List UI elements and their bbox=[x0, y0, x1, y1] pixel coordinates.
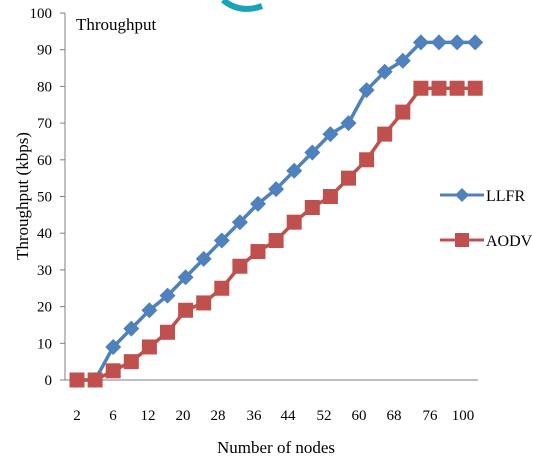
y-tick-label: 40 bbox=[37, 226, 52, 242]
y-axis-label: Throughput (kbps) bbox=[13, 132, 32, 260]
data-point-aodv bbox=[268, 233, 284, 249]
data-point-llfr bbox=[376, 63, 393, 80]
data-point-llfr bbox=[213, 232, 230, 249]
x-tick-label: 60 bbox=[352, 408, 367, 424]
data-point-aodv bbox=[123, 354, 139, 370]
data-point-aodv bbox=[341, 170, 356, 186]
x-tick-label: 12 bbox=[141, 408, 156, 424]
y-tick-label: 90 bbox=[37, 43, 52, 59]
data-point-llfr bbox=[286, 162, 303, 179]
chart-title: Throughput bbox=[76, 15, 157, 34]
x-tick-label: 20 bbox=[176, 408, 191, 424]
data-point-aodv bbox=[431, 80, 447, 96]
legend: LLFR AODV bbox=[440, 188, 533, 250]
x-tick-label: 68 bbox=[387, 408, 402, 424]
data-point-llfr bbox=[159, 287, 176, 304]
top-edge-decoration bbox=[221, 0, 264, 12]
data-point-llfr bbox=[304, 144, 321, 161]
data-point-aodv bbox=[160, 324, 175, 340]
x-tick-label: 6 bbox=[109, 408, 117, 424]
data-point-llfr bbox=[467, 34, 484, 51]
x-tick-label: 28 bbox=[211, 408, 226, 424]
x-tick-label: 44 bbox=[281, 408, 297, 424]
y-ticks: 0 10 20 30 40 50 60 70 80 90 100 bbox=[30, 6, 65, 389]
x-tick-label: 52 bbox=[317, 408, 332, 424]
x-axis-label: Number of nodes bbox=[217, 438, 335, 457]
data-point-llfr bbox=[250, 195, 266, 212]
data-point-aodv bbox=[377, 126, 393, 142]
data-point-aodv bbox=[322, 189, 338, 204]
data-point-aodv bbox=[141, 339, 157, 355]
data-point-llfr bbox=[177, 269, 194, 286]
x-tick-label: 36 bbox=[247, 408, 263, 424]
data-point-llfr bbox=[358, 82, 375, 99]
data-point-aodv bbox=[232, 258, 248, 274]
data-point-llfr bbox=[412, 34, 429, 51]
data-point-aodv bbox=[196, 295, 212, 311]
data-point-aodv bbox=[250, 244, 266, 260]
data-point-llfr bbox=[195, 250, 212, 267]
data-point-aodv bbox=[449, 80, 465, 96]
data-point-llfr bbox=[231, 214, 248, 231]
legend-llfr-label: LLFR bbox=[486, 188, 525, 205]
y-tick-label: 70 bbox=[37, 116, 52, 132]
data-point-aodv bbox=[286, 214, 302, 230]
y-tick-label: 80 bbox=[37, 79, 52, 95]
data-point-aodv bbox=[359, 152, 375, 168]
legend-aodv-label: AODV bbox=[486, 233, 533, 250]
data-point-llfr bbox=[431, 34, 447, 51]
x-ticks: 2 6 12 20 28 36 44 52 60 68 76 100 bbox=[73, 408, 474, 424]
data-point-aodv bbox=[304, 200, 320, 216]
data-point-llfr bbox=[394, 52, 411, 69]
y-tick-label: 20 bbox=[37, 300, 52, 316]
data-point-llfr bbox=[268, 181, 285, 198]
x-tick-label: 2 bbox=[73, 408, 81, 424]
data-point-aodv bbox=[413, 80, 429, 96]
data-point-aodv bbox=[395, 104, 411, 120]
data-point-llfr bbox=[449, 34, 466, 51]
data-point-llfr bbox=[105, 338, 122, 355]
data-point-aodv bbox=[87, 372, 103, 388]
y-tick-label: 50 bbox=[37, 190, 52, 206]
data-point-llfr bbox=[340, 115, 357, 132]
legend-item-llfr: LLFR bbox=[440, 188, 525, 205]
legend-item-aodv: AODV bbox=[440, 233, 533, 250]
legend-aodv-square-icon bbox=[455, 233, 469, 247]
series-aodv bbox=[69, 80, 483, 388]
y-tick-label: 100 bbox=[30, 6, 53, 22]
series-layer bbox=[69, 34, 484, 388]
data-point-aodv bbox=[105, 363, 121, 379]
x-tick-label: 76 bbox=[423, 408, 439, 424]
data-point-aodv bbox=[178, 302, 194, 318]
series-llfr bbox=[69, 34, 484, 388]
legend-llfr-diamond-icon bbox=[455, 188, 469, 202]
data-point-llfr bbox=[322, 126, 339, 143]
data-point-aodv bbox=[69, 372, 85, 388]
y-tick-label: 10 bbox=[37, 336, 52, 352]
data-point-aodv bbox=[467, 80, 483, 96]
data-point-llfr bbox=[123, 320, 140, 337]
y-tick-label: 0 bbox=[45, 373, 53, 389]
y-tick-label: 60 bbox=[37, 153, 52, 169]
y-tick-label: 30 bbox=[37, 263, 52, 279]
data-point-aodv bbox=[214, 280, 230, 296]
data-point-llfr bbox=[141, 302, 158, 319]
x-tick-label: 100 bbox=[452, 408, 475, 424]
